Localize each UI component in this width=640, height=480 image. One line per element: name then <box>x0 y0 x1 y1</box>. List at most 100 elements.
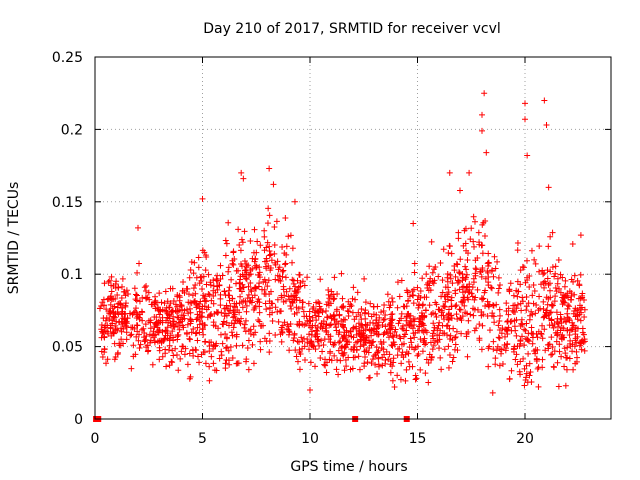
data-point <box>178 348 185 355</box>
data-point <box>293 353 300 360</box>
data-point <box>451 262 458 269</box>
data-point <box>504 341 511 348</box>
data-point <box>294 358 301 365</box>
data-point <box>378 340 385 347</box>
data-point <box>194 324 201 331</box>
data-point <box>496 282 503 289</box>
data-point <box>511 317 518 324</box>
data-point <box>571 272 578 279</box>
data-point <box>435 273 442 280</box>
data-point <box>204 314 211 321</box>
data-point <box>448 297 455 304</box>
data-point <box>477 268 484 275</box>
data-point <box>484 298 491 305</box>
data-point <box>474 306 481 313</box>
data-point <box>103 306 110 313</box>
outlier-point <box>522 100 528 107</box>
data-point <box>429 269 436 276</box>
data-point <box>142 336 149 343</box>
data-point <box>128 365 135 372</box>
data-point <box>490 338 497 345</box>
data-point <box>529 334 536 341</box>
data-point <box>289 259 296 266</box>
data-point <box>464 353 471 360</box>
data-point <box>246 298 253 305</box>
data-point <box>110 330 117 337</box>
data-point <box>256 269 263 276</box>
data-point <box>524 336 531 343</box>
data-point <box>546 341 553 348</box>
data-point <box>416 323 423 330</box>
data-point <box>579 325 586 332</box>
data-point <box>107 301 114 308</box>
data-point <box>480 219 487 226</box>
data-point <box>493 301 500 308</box>
data-point <box>414 284 421 291</box>
data-point <box>495 334 502 341</box>
data-point <box>282 260 289 267</box>
data-point <box>518 316 525 323</box>
data-point <box>383 328 390 335</box>
data-point <box>333 308 340 315</box>
data-point <box>99 354 106 361</box>
data-point <box>114 291 121 298</box>
data-point <box>410 300 417 307</box>
data-point <box>251 226 258 233</box>
data-point <box>452 333 459 340</box>
outlier-point <box>479 127 485 134</box>
data-point <box>199 247 206 254</box>
data-point <box>367 319 374 326</box>
data-point <box>249 294 256 301</box>
data-point <box>349 365 356 372</box>
data-point <box>114 327 121 334</box>
data-point <box>157 308 164 315</box>
data-point <box>488 285 495 292</box>
data-point <box>108 288 115 295</box>
data-point <box>374 303 381 310</box>
data-point <box>505 311 512 318</box>
data-point <box>507 280 514 287</box>
data-point <box>414 296 421 303</box>
data-point <box>412 329 419 336</box>
data-point <box>194 353 201 360</box>
data-point <box>252 262 259 269</box>
data-point <box>446 242 453 249</box>
data-point <box>225 357 232 364</box>
data-point <box>156 290 163 297</box>
data-point <box>306 346 313 353</box>
data-point <box>494 258 501 265</box>
data-point <box>195 254 202 261</box>
data-point <box>525 330 532 337</box>
data-point <box>339 295 346 302</box>
data-point <box>275 318 282 325</box>
data-point <box>233 333 240 340</box>
data-point <box>288 305 295 312</box>
data-point <box>130 342 137 349</box>
data-point <box>578 309 585 316</box>
data-point <box>566 288 573 295</box>
data-point <box>136 316 143 323</box>
data-point <box>462 309 469 316</box>
data-point <box>319 348 326 355</box>
data-point <box>552 270 559 277</box>
data-point <box>453 311 460 318</box>
data-point <box>436 332 443 339</box>
data-point <box>515 288 522 295</box>
data-point <box>167 322 174 329</box>
data-point <box>548 316 555 323</box>
data-point <box>223 240 230 247</box>
data-point <box>541 326 548 333</box>
data-point <box>566 303 573 310</box>
data-point <box>196 321 203 328</box>
data-point <box>210 322 217 329</box>
data-point <box>197 298 204 305</box>
data-point <box>513 305 520 312</box>
data-point <box>142 287 149 294</box>
x-tick-label: 10 <box>301 431 319 447</box>
data-point <box>552 329 559 336</box>
y-axis-label: SRMTID / TECUs <box>6 182 22 295</box>
data-point <box>539 335 546 342</box>
data-point <box>415 350 422 357</box>
data-point <box>285 293 292 300</box>
data-point <box>178 312 185 319</box>
